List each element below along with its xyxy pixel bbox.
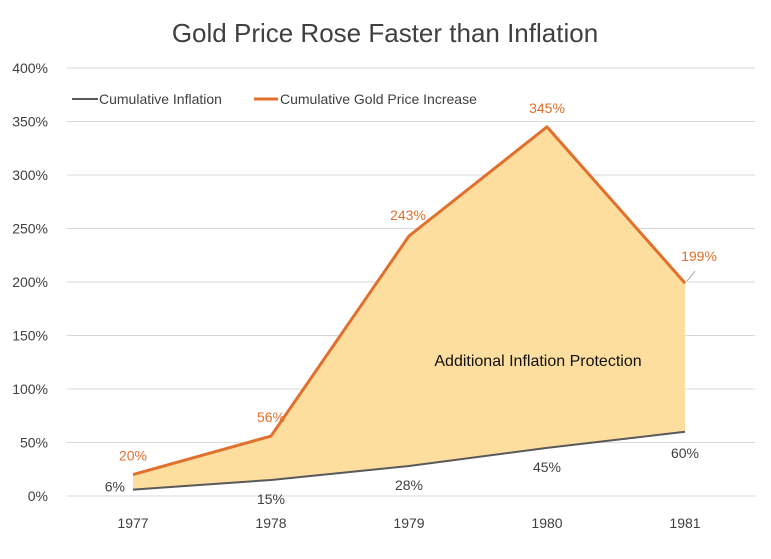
y-tick-label: 350% <box>12 114 48 130</box>
legend-label-inflation: Cumulative Inflation <box>99 91 222 107</box>
label-leader-line <box>686 270 696 282</box>
x-tick-label: 1977 <box>117 515 148 531</box>
axis-labels: 0% 50% 100% 150% 200% 250% 300% 350% 400% 1977 197… <box>12 60 701 531</box>
y-tick-label: 150% <box>12 328 48 344</box>
protection-area-fill <box>133 126 685 490</box>
y-tick-label: 250% <box>12 221 48 237</box>
y-tick-label: 300% <box>12 167 48 183</box>
inflation-data-label: 15% <box>257 491 285 507</box>
legend: Cumulative Inflation Cumulative Gold Pric… <box>72 91 477 107</box>
x-tick-label: 1981 <box>669 515 700 531</box>
inflation-data-label: 60% <box>671 445 699 461</box>
inflation-data-label: 6% <box>105 479 125 495</box>
gold-data-label: 56% <box>257 409 285 425</box>
gold-data-label: 199% <box>681 248 717 264</box>
legend-label-gold: Cumulative Gold Price Increase <box>280 91 477 107</box>
protection-area: Additional Inflation Protection <box>133 126 685 490</box>
gold-data-label: 345% <box>529 100 565 116</box>
y-tick-label: 100% <box>12 381 48 397</box>
series-lines <box>132 125 687 491</box>
data-labels: 6% 15% 28% 45% 60% 20% 56% 243% 345% 199% <box>105 100 717 507</box>
x-tick-label: 1979 <box>393 515 424 531</box>
y-tick-label: 0% <box>28 488 48 504</box>
chart-title: Gold Price Rose Faster than Inflation <box>172 18 598 48</box>
y-tick-label: 400% <box>12 60 48 76</box>
gold-data-label: 20% <box>119 448 147 464</box>
x-tick-label: 1980 <box>531 515 562 531</box>
y-tick-label: 200% <box>12 274 48 290</box>
x-tick-label: 1978 <box>255 515 286 531</box>
y-tick-label: 50% <box>20 435 48 451</box>
inflation-line <box>132 430 686 491</box>
inflation-data-label: 45% <box>533 459 561 475</box>
gold-price-line <box>132 125 687 477</box>
area-annotation: Additional Inflation Protection <box>434 353 641 370</box>
inflation-data-label: 28% <box>395 477 423 493</box>
gold-data-label: 243% <box>390 207 426 223</box>
